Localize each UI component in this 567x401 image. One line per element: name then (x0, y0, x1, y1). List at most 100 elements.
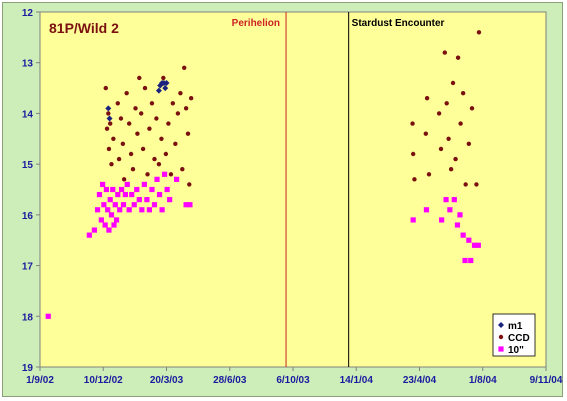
data-point (108, 212, 115, 218)
data-point (183, 202, 189, 208)
data-point (105, 105, 112, 112)
data-point (178, 90, 183, 96)
data-point (460, 90, 466, 96)
data-point (116, 156, 122, 162)
chart: Perihelion Stardust Encounter 1/9/02 10/12… (22, 8, 563, 386)
data-point (139, 111, 144, 116)
data-point (120, 202, 127, 208)
data-point (180, 167, 185, 172)
data-point (146, 207, 153, 213)
x-tick-label: 14/1/04 (340, 375, 374, 386)
y-tick-label: 17 (22, 262, 34, 273)
legend-marker (498, 346, 504, 352)
data-point (475, 242, 481, 248)
data-point (161, 75, 166, 81)
data-point (154, 176, 160, 182)
data-point (94, 207, 101, 213)
data-point (159, 136, 164, 141)
legend-label: 10" (508, 345, 524, 356)
data-point (100, 181, 106, 188)
data-point (163, 80, 170, 86)
data-point (101, 202, 107, 208)
data-point (129, 191, 135, 198)
data-point (154, 116, 159, 121)
data-point (124, 90, 129, 96)
data-point (145, 172, 150, 177)
chart-title: 81P/Wild 2 (49, 20, 119, 36)
y-tick-label: 13 (22, 59, 34, 70)
data-point (182, 65, 187, 70)
data-point (170, 101, 176, 106)
data-point (454, 222, 461, 228)
data-point (410, 217, 416, 223)
data-point (141, 181, 147, 188)
data-point (118, 116, 124, 121)
x-tick-label: 23/4/04 (403, 375, 437, 386)
data-point (173, 141, 178, 147)
data-point (458, 121, 463, 126)
data-point (423, 131, 429, 136)
data-point (174, 176, 180, 182)
y-tick-label: 14 (22, 109, 34, 120)
data-point (107, 197, 113, 203)
data-point (463, 182, 468, 187)
data-point (410, 121, 415, 126)
ticks-layer: 1/9/02 10/12/02 20/3/03 28/6/03 6/10/03 14/1/… (22, 8, 563, 386)
data-point (412, 177, 417, 182)
data-point (468, 257, 474, 264)
data-point (151, 202, 158, 208)
data-point (156, 161, 162, 167)
data-point (103, 186, 110, 193)
data-point (149, 101, 155, 106)
data-point (106, 115, 113, 122)
data-point (91, 227, 97, 233)
data-point (471, 242, 478, 248)
data-point (451, 197, 457, 203)
data-point (446, 136, 451, 141)
points-layer (45, 30, 482, 319)
data-point (86, 232, 92, 238)
data-point (45, 313, 51, 319)
x-tick-label: 28/6/03 (213, 375, 247, 386)
data-point (164, 186, 170, 193)
data-point (126, 207, 132, 213)
data-point (149, 186, 155, 193)
data-point (155, 87, 162, 94)
annotations-layer: Perihelion Stardust Encounter (232, 12, 445, 367)
data-point (444, 101, 449, 106)
data-point (466, 237, 472, 243)
data-point (115, 101, 120, 106)
data-point (469, 106, 475, 111)
x-tick-label: 20/3/03 (150, 375, 184, 386)
x-tick-label: 1/9/02 (26, 375, 54, 386)
y-tick-label: 12 (22, 8, 34, 19)
plot-area (39, 11, 547, 368)
data-point (106, 227, 112, 233)
data-point (122, 191, 128, 198)
legend-label: CCD (508, 333, 530, 344)
legend-label: m1 (508, 321, 523, 332)
data-point (128, 151, 134, 157)
data-point (110, 186, 116, 193)
data-point (131, 202, 137, 208)
data-point (124, 181, 130, 188)
data-point (111, 222, 117, 228)
chart-frame: Perihelion Stardust Encounter 1/9/02 10/12… (2, 2, 563, 397)
data-point (96, 191, 103, 198)
data-point (105, 207, 111, 213)
data-point (187, 202, 193, 208)
data-point (476, 30, 482, 35)
data-point (117, 207, 123, 213)
data-point (102, 222, 108, 228)
data-point (112, 202, 118, 208)
data-point (113, 217, 120, 223)
x-tick-label: 6/10/03 (276, 375, 310, 386)
data-point (457, 212, 463, 218)
data-point (410, 151, 416, 157)
data-point (134, 186, 140, 193)
data-point (438, 146, 444, 152)
data-point (136, 197, 142, 203)
data-point (462, 257, 468, 264)
